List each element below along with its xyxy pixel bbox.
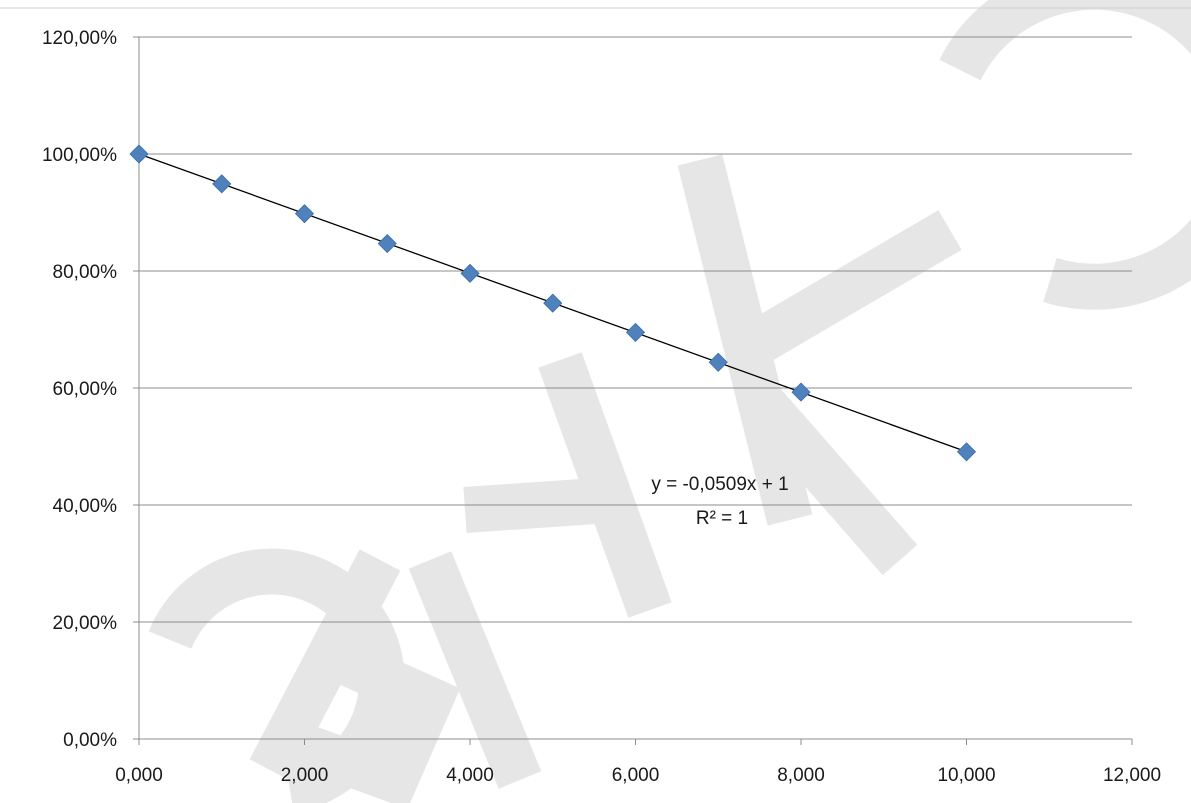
data-point: [791, 382, 811, 402]
x-axis-tick-labels: 0,000 2,000 4,000 6,000 8,000 10,000 12,000: [115, 765, 1161, 786]
y-tick-label: 100,00%: [42, 145, 117, 166]
x-tick-label: 2,000: [281, 765, 329, 786]
data-point: [956, 442, 977, 462]
x-tick-label: 6,000: [612, 765, 660, 786]
data-point: [129, 144, 149, 164]
y-tick-label: 80,00%: [53, 262, 118, 283]
y-tick-label: 40,00%: [53, 496, 118, 517]
trendline-r2: R² = 1: [696, 508, 748, 529]
watermark-letter-s: [939, 0, 1191, 310]
data-point: [460, 263, 480, 283]
trendline-labels: y = -0,0509x + 1 R² = 1: [651, 474, 788, 529]
data-point: [625, 322, 646, 342]
trendline-equation: y = -0,0509x + 1: [651, 474, 788, 495]
watermark-letter-b: [249, 549, 461, 803]
x-tick-label: 8,000: [777, 765, 825, 786]
gridlines: [139, 36, 1132, 623]
data-point: [294, 204, 315, 224]
y-tick-label: 0,00%: [63, 730, 117, 751]
data-point: [708, 352, 728, 372]
x-tick-label: 4,000: [446, 765, 494, 786]
y-tick-label: 120,00%: [42, 28, 117, 49]
watermark-letter-i: [408, 352, 672, 789]
y-tick-label: 60,00%: [53, 379, 118, 400]
x-tick-label: 12,000: [1103, 765, 1161, 786]
data-point: [212, 174, 232, 194]
data-point: [377, 233, 397, 254]
y-axis-tick-labels: 0,00% 20,00% 40,00% 60,00% 80,00% 100,00% 120,…: [42, 28, 117, 751]
data-points: [129, 144, 977, 462]
data-point: [543, 293, 563, 313]
x-tick-label: 10,000: [937, 765, 995, 786]
watermark-logo: [148, 0, 1191, 803]
x-tick-label: 0,000: [115, 765, 163, 786]
y-tick-label: 20,00%: [53, 613, 118, 634]
watermark-letter-k: [677, 154, 962, 576]
